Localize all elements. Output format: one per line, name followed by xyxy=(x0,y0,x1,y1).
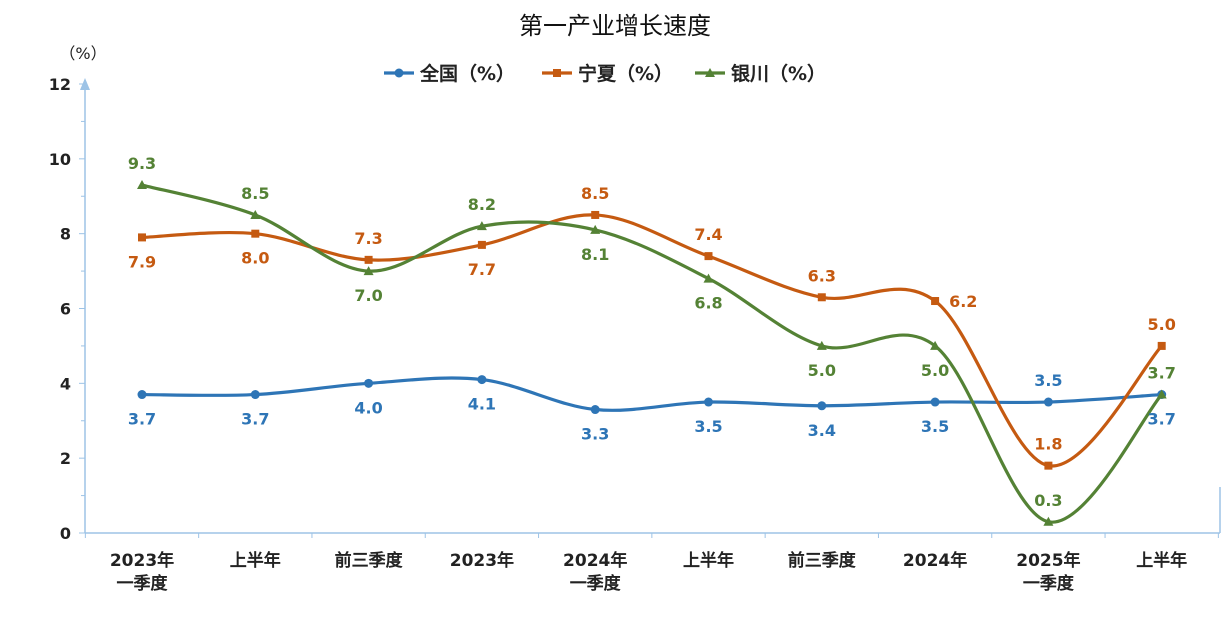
ningxia-line xyxy=(140,213,1164,468)
legend-item-yinchuan: 银川（%） xyxy=(695,62,826,85)
legend-national-point xyxy=(394,68,404,78)
national-data-label: 3.7 xyxy=(128,410,156,429)
x-tick-label: 上半年 xyxy=(230,550,281,571)
ningxia-data-label: 7.3 xyxy=(354,229,382,248)
national-data-label: 3.3 xyxy=(581,425,609,444)
ningxia-data-label: 8.0 xyxy=(241,249,269,268)
x-tick-label: 2024年一季度 xyxy=(563,550,627,594)
legend-label: 全国（%） xyxy=(419,62,515,85)
x-tick-label: 2025年一季度 xyxy=(1016,550,1080,594)
national-data-label: 3.7 xyxy=(241,410,269,429)
ningxia-point xyxy=(1044,461,1053,470)
yinchuan-data-label: 3.7 xyxy=(1148,364,1176,383)
yinchuan-data-label: 9.3 xyxy=(128,154,156,173)
yinchuan-data-label: 0.3 xyxy=(1034,491,1062,510)
national-data-label: 4.1 xyxy=(468,395,496,414)
chart-title: 第一产业增长速度 xyxy=(519,12,711,40)
x-tick-label: 前三季度 xyxy=(335,550,404,571)
axes: 0 2 4 6 8 10 12 2023年一季度 上半年 前三季度 2023年 2024年一季度 上半年… xyxy=(49,75,1221,594)
ningxia-point xyxy=(931,297,940,306)
ningxia-point xyxy=(591,210,600,219)
y-tick-label: 10 xyxy=(49,150,71,169)
national-point xyxy=(477,375,487,385)
yinchuan-point xyxy=(476,221,487,231)
y-tick-label: 4 xyxy=(60,374,71,393)
yinchuan-point xyxy=(930,340,941,350)
yinchuan-data-label: 6.8 xyxy=(694,294,722,313)
x-tick-label: 2024年 xyxy=(903,550,967,571)
national-data-label: 3.5 xyxy=(921,417,949,436)
ningxia-data-label: 1.8 xyxy=(1034,435,1062,454)
yinchuan-point xyxy=(816,340,827,350)
yinchuan-data-label: 7.0 xyxy=(354,286,382,305)
legend-ningxia-point xyxy=(553,69,561,77)
yinchuan-point xyxy=(1043,516,1054,526)
legend-item-ningxia: 宁夏（%） xyxy=(542,62,673,85)
national-data-label: 3.4 xyxy=(808,421,836,440)
yinchuan-point xyxy=(703,273,714,283)
y-axis-unit-label: （%） xyxy=(59,44,106,63)
ningxia-data-label: 7.9 xyxy=(128,252,156,271)
x-tick-label: 2023年 xyxy=(450,550,514,571)
ningxia-point xyxy=(817,293,826,302)
legend: 全国（%） 宁夏（%） 银川（%） xyxy=(384,62,826,85)
x-tick-label: 2023年一季度 xyxy=(110,550,174,594)
national-point xyxy=(1043,397,1053,407)
yinchuan-point xyxy=(250,209,261,219)
national-data-label: 4.0 xyxy=(354,398,382,417)
x-tick-label: 上半年 xyxy=(683,550,734,571)
national-point xyxy=(250,390,260,400)
x-tick-label: 前三季度 xyxy=(788,550,857,571)
yinchuan-data-label: 5.0 xyxy=(921,361,949,380)
ningxia-data-label: 8.5 xyxy=(581,184,609,203)
x-tick-label: 上半年 xyxy=(1136,550,1187,571)
ningxia-point xyxy=(1157,341,1166,350)
yinchuan-point xyxy=(1156,389,1167,399)
ningxia-data-label: 7.7 xyxy=(468,260,496,279)
data-labels: 3.7 3.7 4.0 4.1 3.3 3.5 3.4 3.5 3.5 3.7 7.9 8.0 7.3 7… xyxy=(128,154,1176,510)
yinchuan-series xyxy=(137,180,1167,526)
yinchuan-point xyxy=(363,266,374,276)
yinchuan-data-label: 8.5 xyxy=(241,184,269,203)
yinchuan-data-label: 5.0 xyxy=(808,361,836,380)
legend-item-national: 全国（%） xyxy=(384,62,515,85)
ningxia-point xyxy=(251,229,260,238)
ningxia-data-label: 5.0 xyxy=(1148,315,1176,334)
yinchuan-point xyxy=(137,180,147,190)
ningxia-data-label: 6.3 xyxy=(808,266,836,285)
ningxia-point xyxy=(477,240,486,249)
national-point xyxy=(364,378,374,388)
national-point xyxy=(930,397,940,407)
national-point xyxy=(590,405,600,415)
yinchuan-data-label: 8.2 xyxy=(468,195,496,214)
y-tick-label: 6 xyxy=(60,300,71,319)
y-tick-label: 2 xyxy=(60,449,71,468)
y-tick-label: 12 xyxy=(49,75,71,94)
y-tick-label: 8 xyxy=(60,225,71,244)
ningxia-data-label: 6.2 xyxy=(949,292,977,311)
ningxia-series xyxy=(138,210,1166,470)
legend-yinchuan-point xyxy=(705,68,715,77)
national-data-label: 3.5 xyxy=(694,417,722,436)
national-point xyxy=(704,397,713,407)
yinchuan-line xyxy=(140,183,1164,524)
national-point xyxy=(817,401,827,411)
legend-label: 宁夏（%） xyxy=(578,62,673,85)
ningxia-point xyxy=(704,252,713,261)
y-tick-label: 0 xyxy=(60,524,71,543)
national-data-label: 3.7 xyxy=(1148,410,1176,429)
ningxia-data-label: 7.4 xyxy=(694,225,722,244)
national-series xyxy=(137,375,1167,415)
yinchuan-point xyxy=(590,224,601,234)
ningxia-point xyxy=(138,233,146,242)
national-line xyxy=(140,376,1164,412)
national-point xyxy=(137,390,147,400)
yinchuan-data-label: 8.1 xyxy=(581,245,609,264)
legend-label: 银川（%） xyxy=(731,62,826,85)
national-data-label: 3.5 xyxy=(1034,371,1062,390)
series-layer xyxy=(137,180,1167,526)
ningxia-point xyxy=(364,255,373,264)
